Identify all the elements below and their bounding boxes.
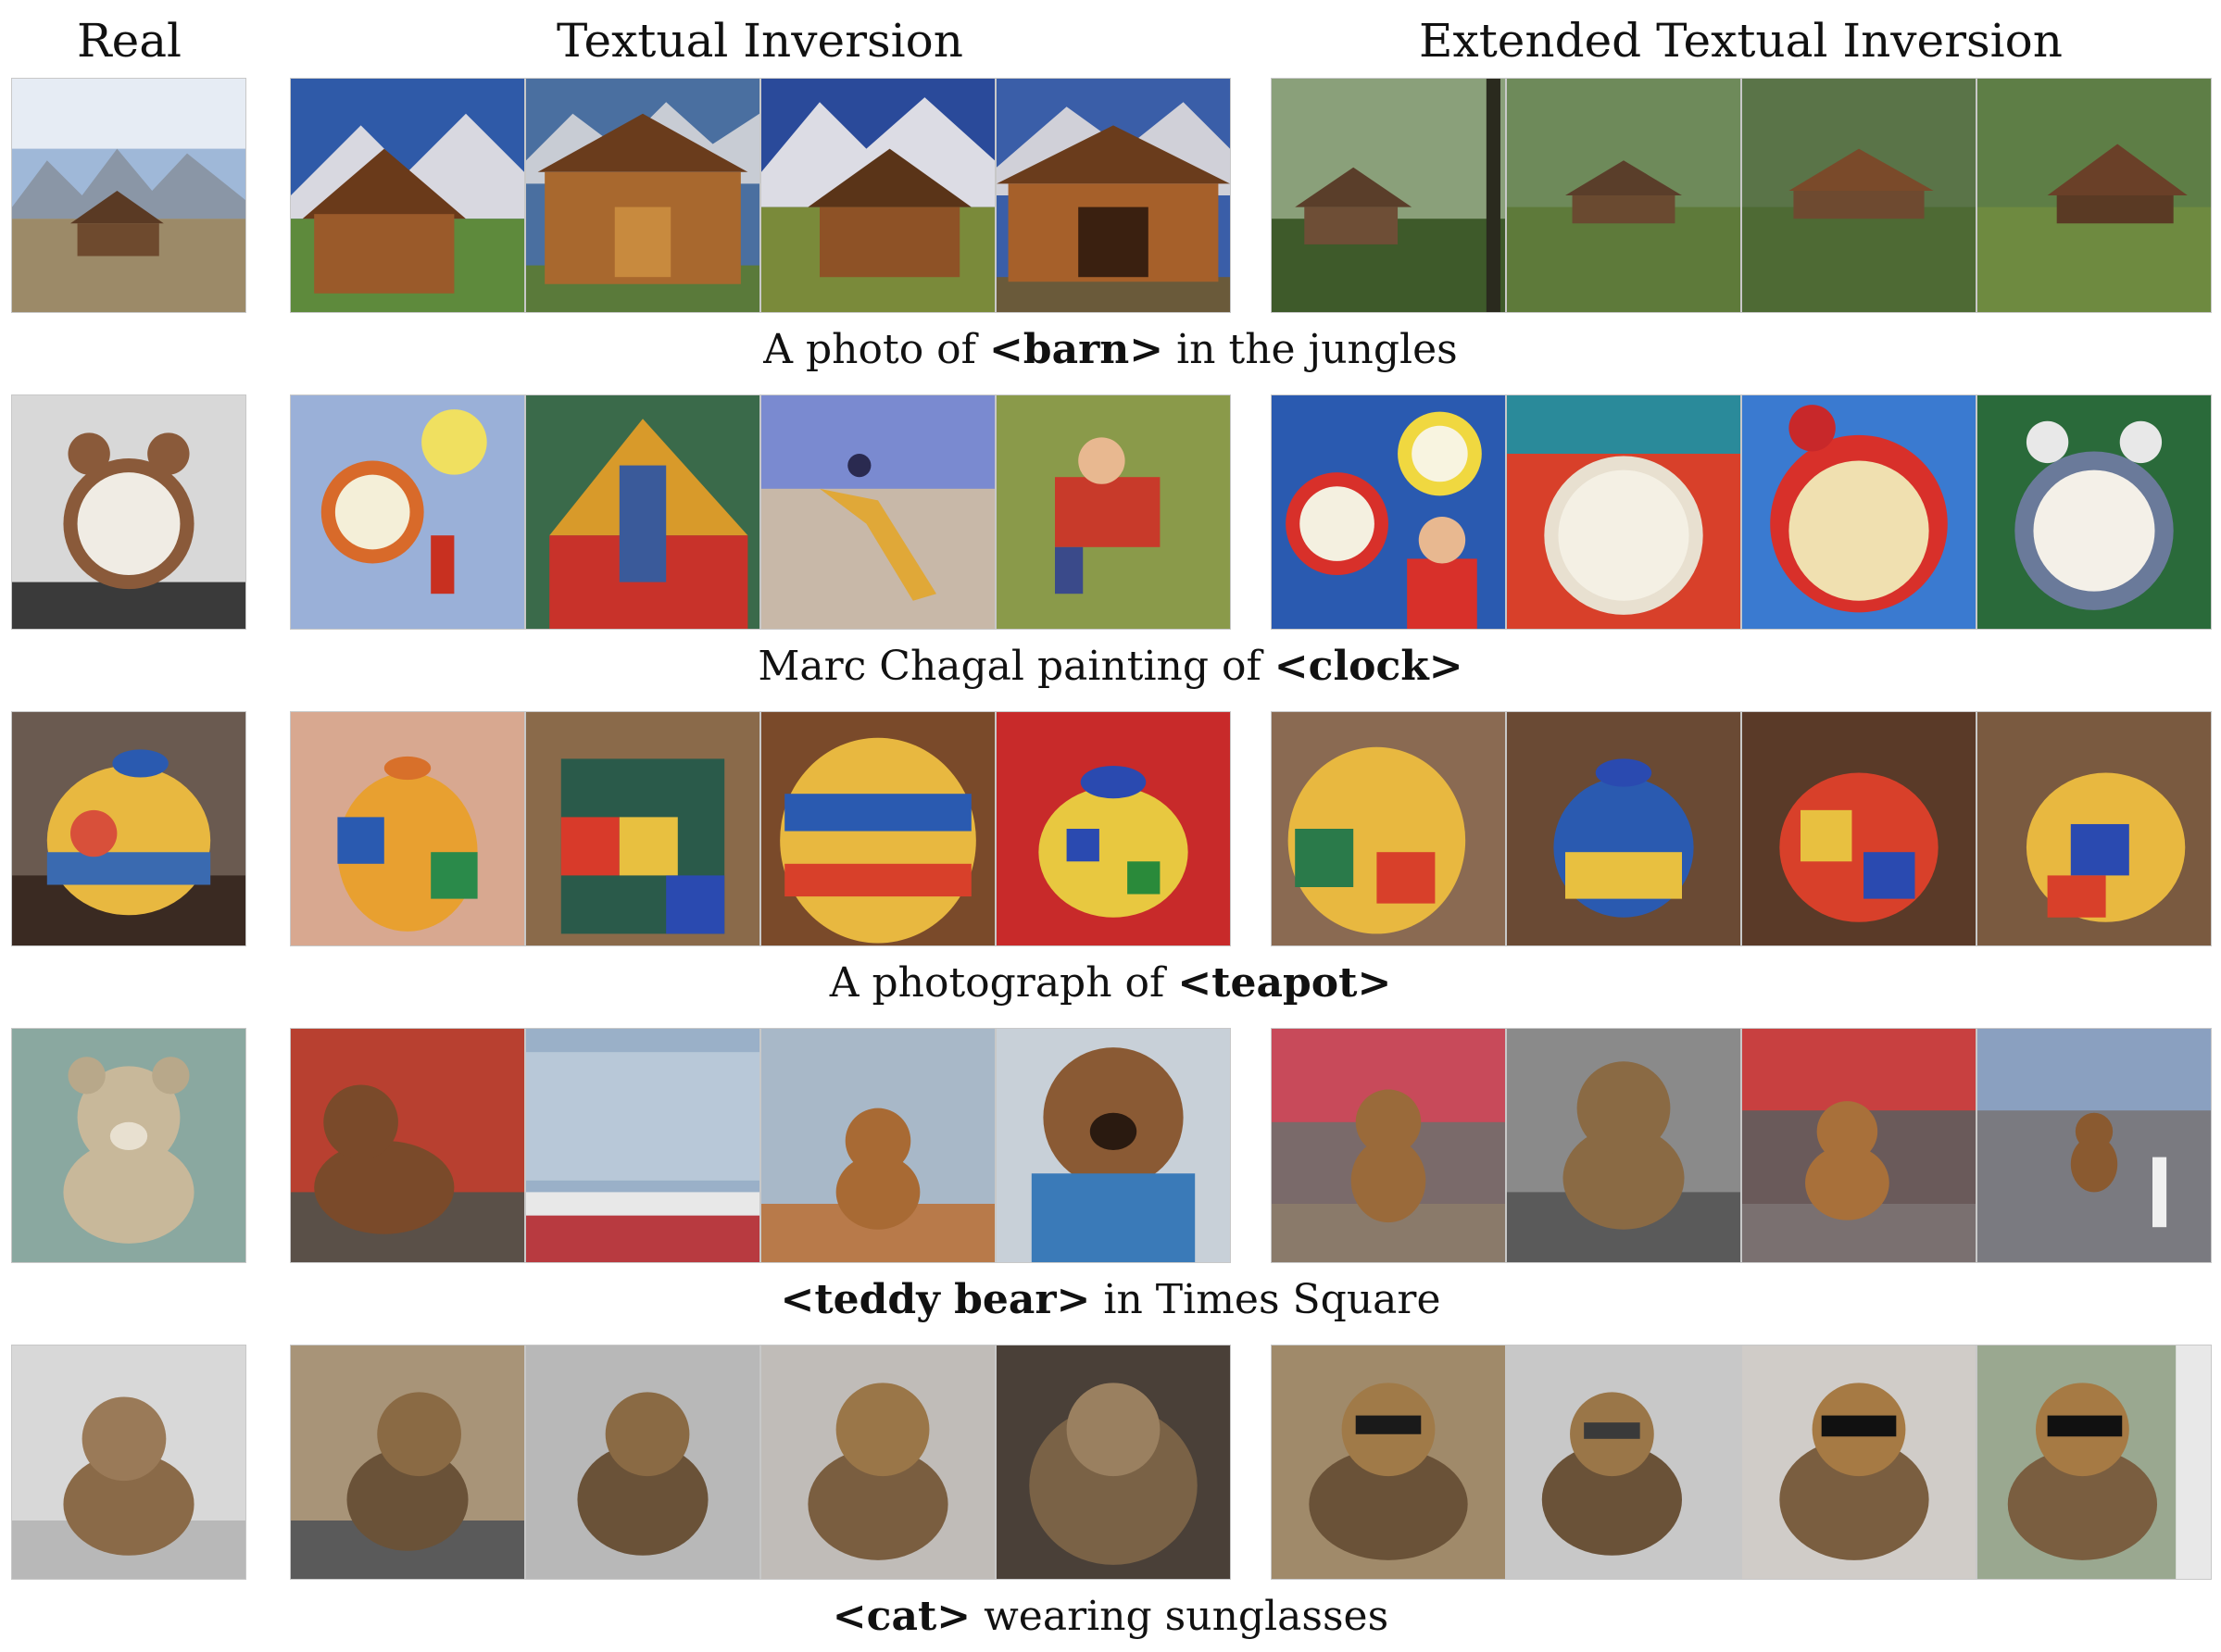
extended-textual-inversion-clock-3 — [1741, 394, 1976, 630]
textual-inversion-teapot-4 — [996, 711, 1231, 946]
header-extended-textual-inversion: Extended Textual Inversion — [1419, 14, 2063, 68]
textual-inversion-teddy-bear-4 — [996, 1028, 1231, 1263]
textual-inversion-barn-4 — [996, 78, 1231, 313]
caption-teapot-token: <teapot> — [1177, 959, 1392, 1007]
header-real: Real — [76, 14, 182, 68]
extended-textual-inversion-barn-4 — [1976, 78, 2212, 313]
extended-textual-inversion-clock-4 — [1976, 394, 2212, 630]
caption-barn-token: <barn> — [988, 326, 1164, 373]
textual-inversion-cat-1 — [290, 1345, 525, 1580]
caption-teapot: A photograph of <teapot> — [0, 957, 2221, 1009]
caption-clock-token: <clock> — [1274, 643, 1463, 690]
textual-inversion-teddy-bear-3 — [760, 1028, 996, 1263]
textual-inversion-clock-1 — [290, 394, 525, 630]
caption-teddy-bear-token: <teddy bear> — [780, 1276, 1091, 1323]
extended-textual-inversion-teddy-bear-1 — [1271, 1028, 1506, 1263]
textual-inversion-clock-3 — [760, 394, 996, 630]
extended-textual-inversion-clock-2 — [1506, 394, 1741, 630]
extended-textual-inversion-cat-3 — [1741, 1345, 1976, 1580]
textual-inversion-teddy-bear-2 — [525, 1028, 760, 1263]
textual-inversion-teapot-2 — [525, 711, 760, 946]
textual-inversion-barn-3 — [760, 78, 996, 313]
caption-cat-after: wearing sunglasses — [971, 1593, 1389, 1640]
textual-inversion-barn-1 — [290, 78, 525, 313]
textual-inversion-cat-4 — [996, 1345, 1231, 1580]
header-textual-inversion: Textual Inversion — [557, 14, 963, 68]
caption-barn-before: A photo of — [763, 326, 989, 373]
extended-textual-inversion-barn-1 — [1271, 78, 1506, 313]
caption-clock: Marc Chagal painting of <clock> — [0, 641, 2221, 693]
caption-teddy-bear: <teddy bear> in Times Square — [0, 1274, 2221, 1326]
textual-inversion-cat-3 — [760, 1345, 996, 1580]
extended-textual-inversion-teddy-bear-3 — [1741, 1028, 1976, 1263]
real-image-cat — [11, 1345, 246, 1580]
caption-clock-before: Marc Chagal painting of — [758, 643, 1274, 690]
caption-cat-token: <cat> — [832, 1593, 972, 1640]
extended-textual-inversion-teapot-3 — [1741, 711, 1976, 946]
extended-textual-inversion-teapot-4 — [1976, 711, 2212, 946]
extended-textual-inversion-teddy-bear-4 — [1976, 1028, 2212, 1263]
textual-inversion-teddy-bear-1 — [290, 1028, 525, 1263]
extended-textual-inversion-cat-2 — [1506, 1345, 1741, 1580]
caption-barn: A photo of <barn> in the jungles — [0, 324, 2221, 376]
textual-inversion-teapot-3 — [760, 711, 996, 946]
extended-textual-inversion-barn-2 — [1506, 78, 1741, 313]
extended-textual-inversion-teapot-2 — [1506, 711, 1741, 946]
caption-teapot-before: A photograph of — [829, 959, 1178, 1007]
caption-cat: <cat> wearing sunglasses — [0, 1591, 2221, 1643]
real-image-barn — [11, 78, 246, 313]
textual-inversion-teapot-1 — [290, 711, 525, 946]
real-image-clock — [11, 394, 246, 630]
real-image-teapot — [11, 711, 246, 946]
caption-barn-after: in the jungles — [1163, 326, 1458, 373]
extended-textual-inversion-cat-4 — [1976, 1345, 2212, 1580]
textual-inversion-clock-4 — [996, 394, 1231, 630]
textual-inversion-clock-2 — [525, 394, 760, 630]
extended-textual-inversion-clock-1 — [1271, 394, 1506, 630]
extended-textual-inversion-barn-3 — [1741, 78, 1976, 313]
textual-inversion-cat-2 — [525, 1345, 760, 1580]
real-image-teddy-bear — [11, 1028, 246, 1263]
textual-inversion-barn-2 — [525, 78, 760, 313]
extended-textual-inversion-teddy-bear-2 — [1506, 1028, 1741, 1263]
extended-textual-inversion-cat-1 — [1271, 1345, 1506, 1580]
extended-textual-inversion-teapot-1 — [1271, 711, 1506, 946]
caption-teddy-bear-after: in Times Square — [1090, 1276, 1441, 1323]
